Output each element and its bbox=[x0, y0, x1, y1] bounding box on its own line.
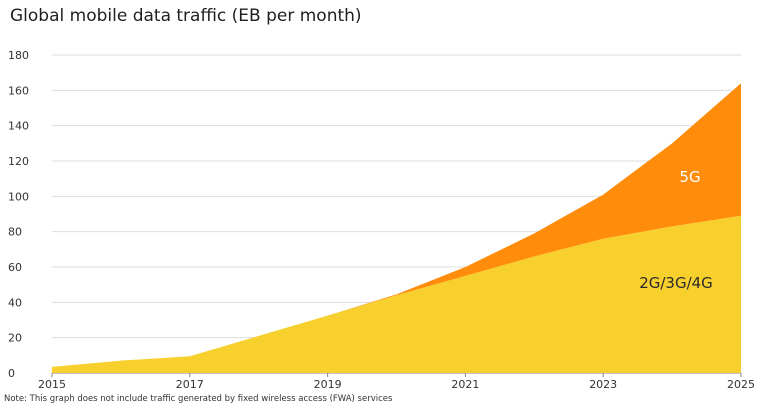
chart-title: Global mobile data traffic (EB per month… bbox=[10, 6, 362, 26]
x-tick-label: 2019 bbox=[314, 378, 342, 391]
y-tick-label: 120 bbox=[8, 155, 29, 168]
y-tick-label: 80 bbox=[8, 226, 22, 239]
y-tick-label: 20 bbox=[8, 332, 22, 345]
y-tick-label: 40 bbox=[8, 296, 22, 309]
x-tick-label: 2023 bbox=[589, 378, 617, 391]
y-tick-label: 0 bbox=[8, 367, 15, 380]
series-label-5g: 5G bbox=[679, 168, 700, 186]
x-tick-label: 2025 bbox=[727, 378, 755, 391]
x-tick-label: 2017 bbox=[176, 378, 204, 391]
y-tick-label: 60 bbox=[8, 261, 22, 274]
chart-note: Note: This graph does not include traffi… bbox=[4, 394, 393, 404]
area-series-5g bbox=[52, 83, 741, 367]
y-tick-label: 140 bbox=[8, 120, 29, 133]
y-tick-label: 180 bbox=[8, 49, 29, 62]
y-tick-label: 100 bbox=[8, 190, 29, 203]
series-label-legacy: 2G/3G/4G bbox=[639, 274, 713, 292]
area-series-legacy bbox=[52, 215, 741, 373]
y-tick-label: 160 bbox=[8, 84, 29, 97]
area-labels: 5G 2G/3G/4G bbox=[639, 168, 713, 292]
y-axis: 0 20 40 60 80 100 120 140 160 180 bbox=[8, 49, 29, 380]
x-tick-label: 2021 bbox=[451, 378, 479, 391]
x-axis: 2015 2017 2019 2021 2023 2025 bbox=[38, 373, 755, 391]
areas bbox=[52, 83, 741, 373]
x-tick-label: 2015 bbox=[38, 378, 66, 391]
